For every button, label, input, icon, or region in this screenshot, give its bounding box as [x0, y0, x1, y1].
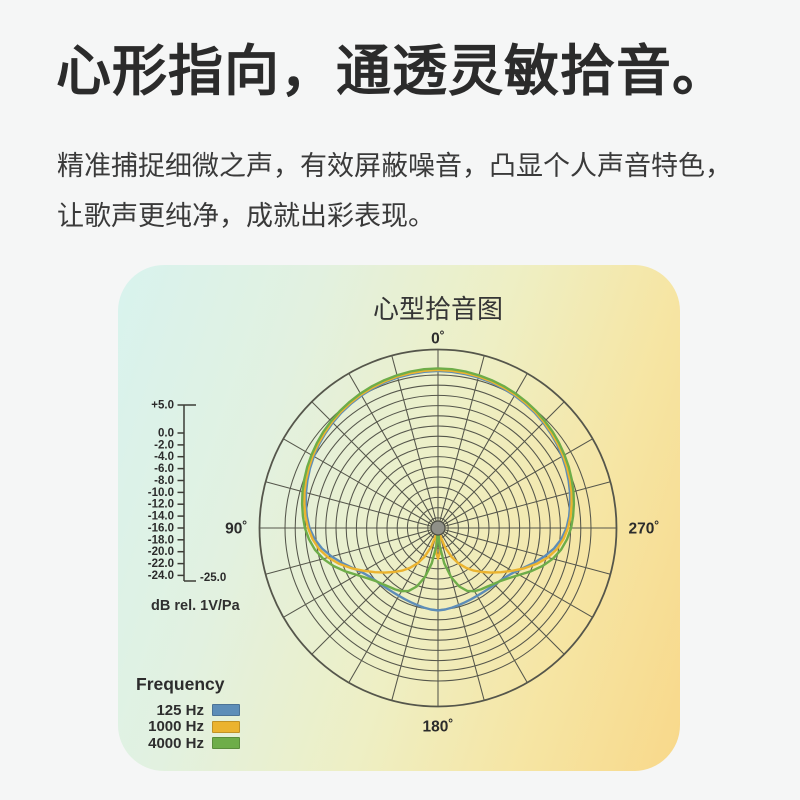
db-axis-labels: +5.00.0-2.0-4.0-6.0-8.0-10.0-12.0-14.0-1…	[148, 400, 226, 585]
db-tick-label: -18.0	[148, 534, 174, 546]
angle-labels: 0˚ 90˚ 270˚ 180˚	[225, 331, 659, 736]
db-tick-label: -6.0	[154, 463, 174, 475]
legend-row: 4000 Hz	[136, 735, 240, 752]
db-tick-label: -4.0	[154, 451, 174, 463]
legend-row: 125 Hz	[136, 702, 240, 719]
polar-pattern-card: 心型拾音图 0˚ 90˚ 270˚ 180˚ +5.0 0.0 -2.0 -4.0 -6.0 -8…	[118, 265, 680, 771]
db-tick-label: +5.0	[151, 400, 174, 412]
angle-label-90: 90˚	[225, 521, 247, 538]
db-tick-label: -14.0	[148, 511, 174, 523]
db-tick-label: -16.0	[148, 523, 174, 535]
center-dot	[430, 520, 446, 536]
db-tick-label: -2.0	[154, 439, 174, 451]
legend-label: 1000 Hz	[148, 718, 204, 736]
db-tick-label: -8.0	[154, 475, 174, 487]
db-tick-label: -20.0	[148, 546, 174, 558]
db-unit-label: dB rel. 1V/Pa	[151, 598, 240, 614]
legend-swatch	[212, 704, 240, 717]
subtitle-line-1: 精准捕捉细微之声，有效屏蔽噪音，凸显个人声音特色，	[57, 151, 732, 181]
db-tick-label: -12.0	[148, 499, 174, 511]
legend-swatch	[212, 720, 240, 733]
db-axis	[177, 404, 196, 582]
legend-swatch	[212, 737, 240, 750]
db-axis-end-label: -25.0	[200, 572, 226, 584]
angle-label-180: 180˚	[422, 719, 453, 736]
page-subtitle: 精准捕捉细微之声，有效屏蔽噪音，凸显个人声音特色， 让歌声更纯净，成就出彩表现。	[57, 141, 757, 241]
db-tick-label: -24.0	[148, 570, 174, 582]
legend-rows: 125 Hz 1000 Hz 4000 Hz	[136, 702, 240, 752]
legend-row: 1000 Hz	[136, 718, 240, 736]
legend-label: 125 Hz	[156, 701, 204, 719]
legend-label: 4000 Hz	[148, 734, 204, 752]
db-tick-label: 0.0	[158, 428, 174, 440]
angle-label-0: 0˚	[431, 331, 445, 348]
db-tick-label: -10.0	[148, 487, 174, 499]
db-tick-label: -22.0	[148, 558, 174, 570]
curve-1000-hz	[303, 368, 573, 574]
frequency-legend: Frequency 125 Hz 1000 Hz 4000 Hz	[136, 674, 240, 752]
curve-125-hz	[304, 369, 572, 612]
polar-pattern-chart: 0˚ 90˚ 270˚ 180˚ +5.0 0.0-2.0-4.0-6.0-8.0-10.…	[148, 331, 660, 736]
subtitle-line-2: 让歌声更纯净，成就出彩表现。	[57, 201, 435, 231]
chart-title: 心型拾音图	[372, 294, 504, 324]
angle-label-270: 270˚	[629, 521, 660, 538]
legend-title: Frequency	[136, 674, 225, 694]
page-title: 心形指向，通透灵敏拾音。	[56, 40, 729, 102]
